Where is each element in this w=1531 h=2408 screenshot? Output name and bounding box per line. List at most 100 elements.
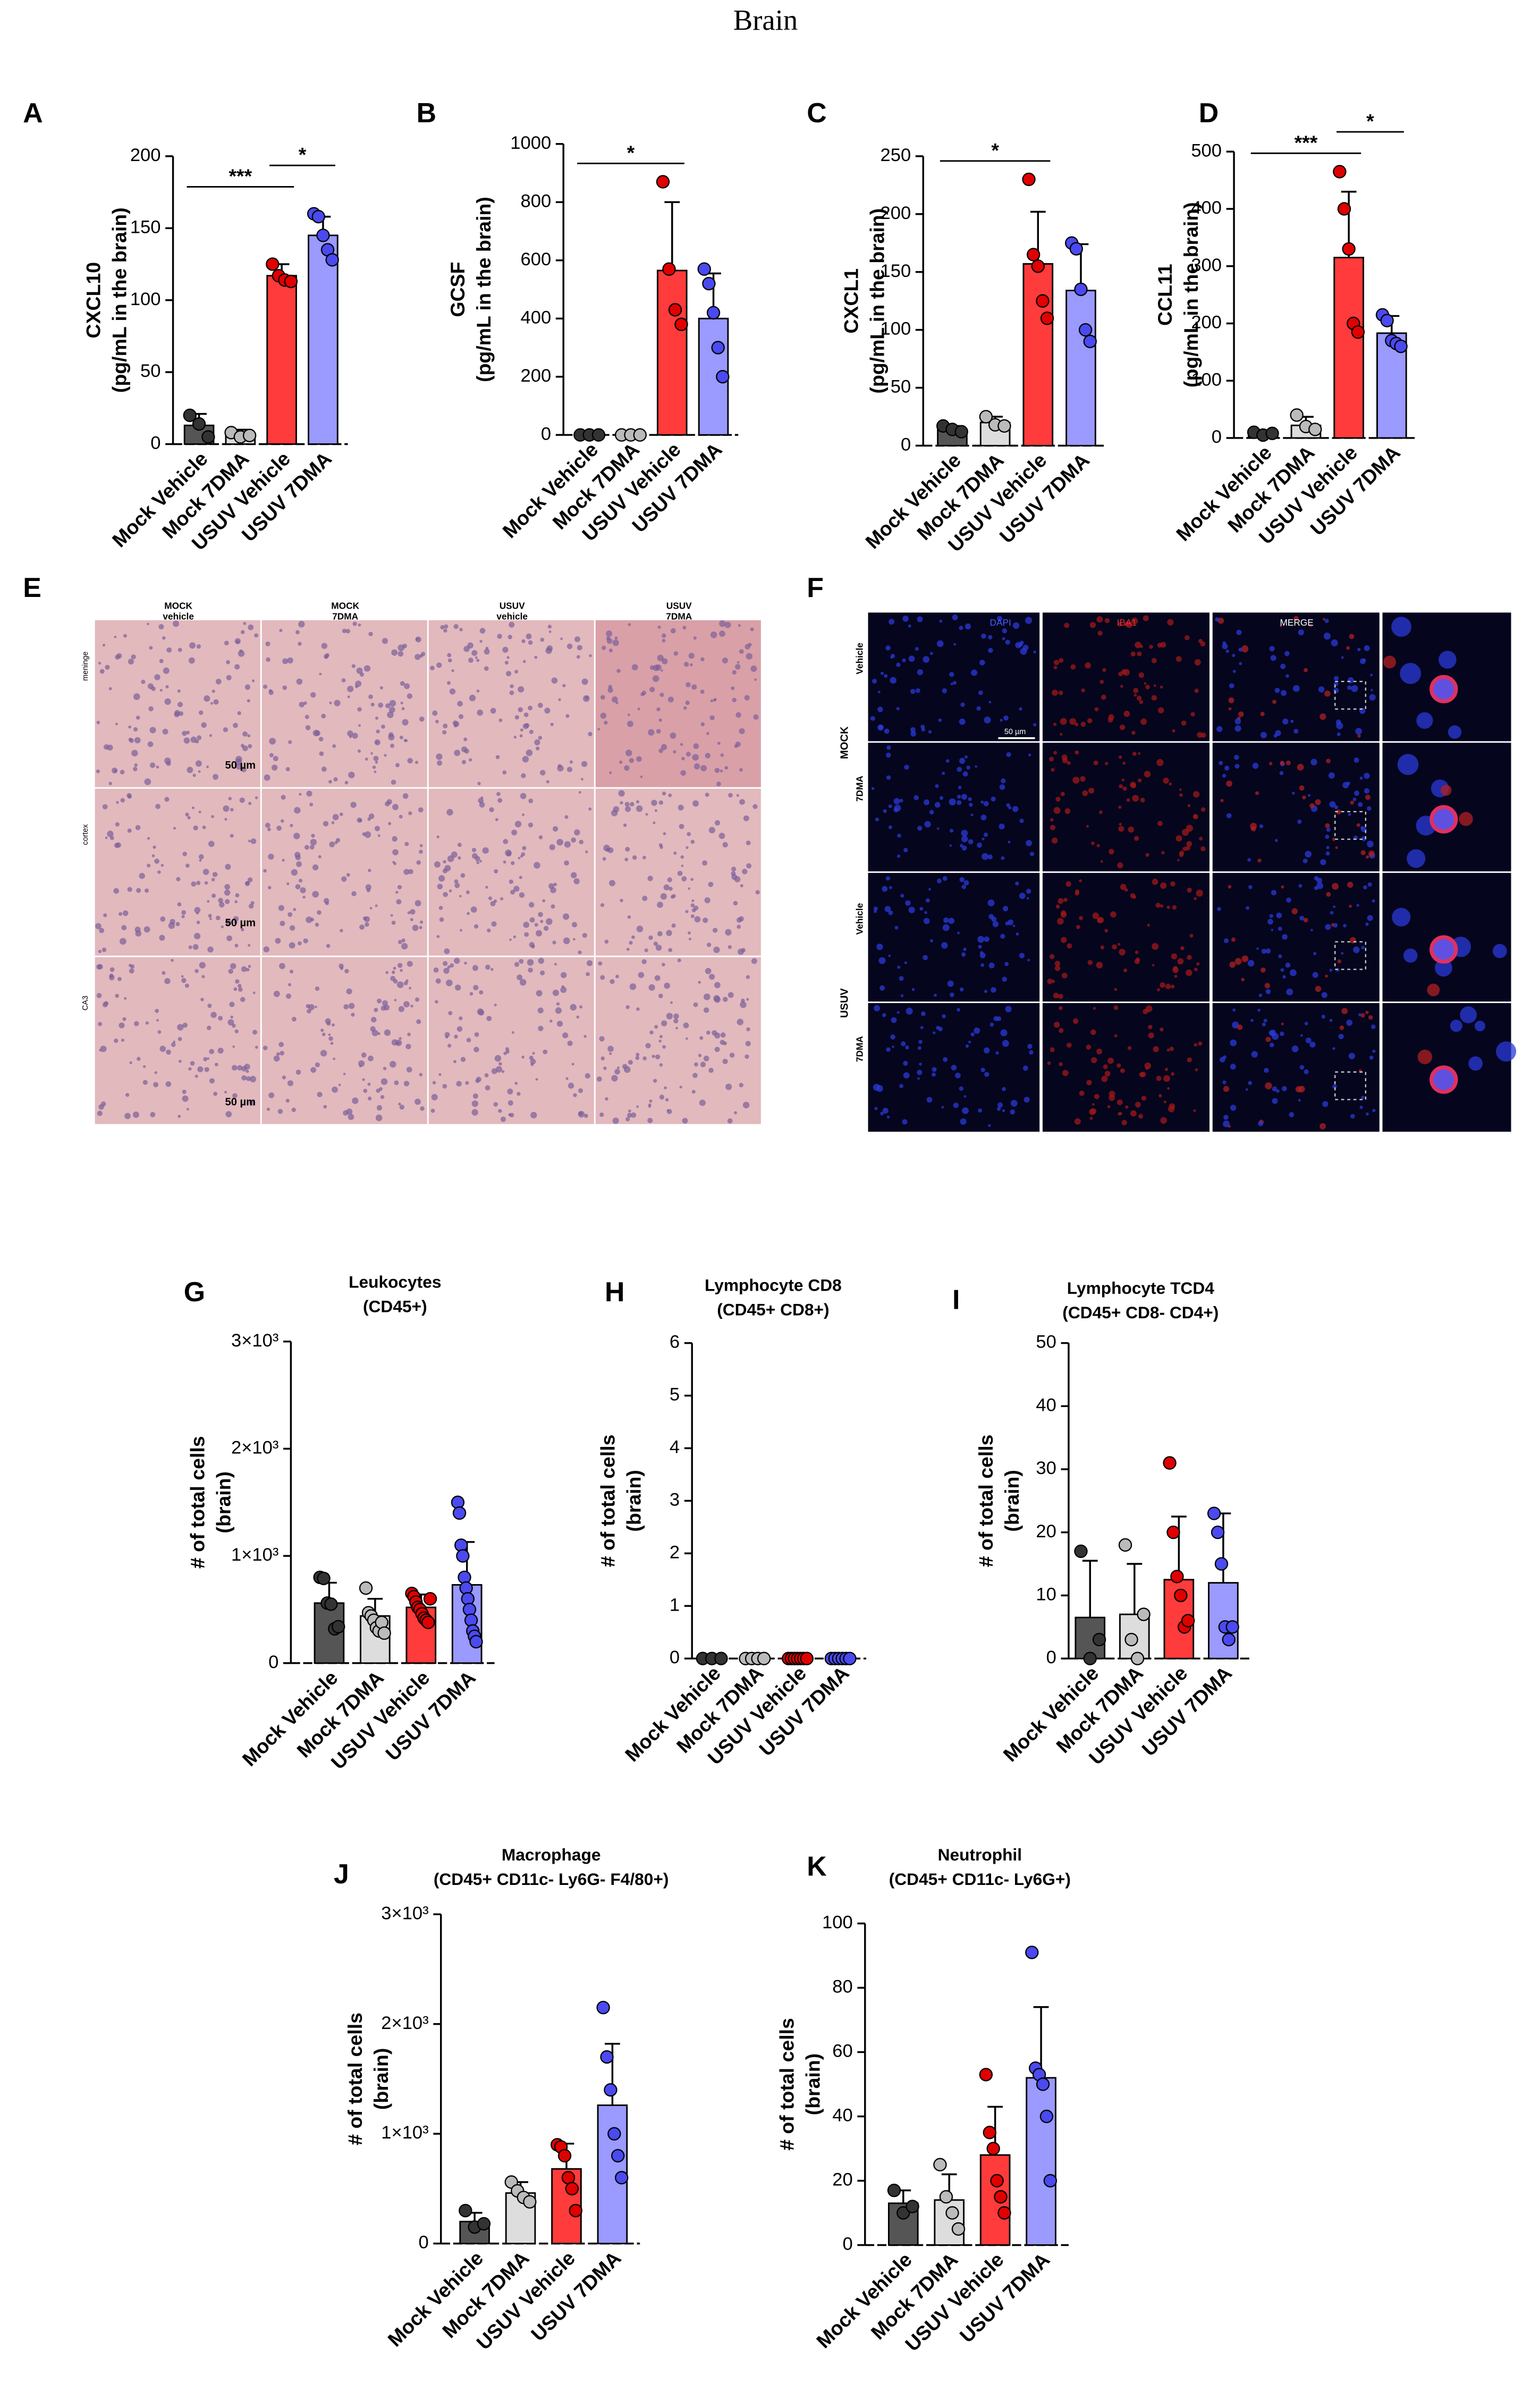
- y-tick-label: 150: [130, 217, 161, 237]
- nucleus: [317, 1091, 323, 1098]
- cell: [902, 616, 909, 622]
- nucleus: [129, 1061, 132, 1064]
- nucleus: [310, 1067, 317, 1073]
- nucleus: [448, 658, 452, 663]
- nucleus: [354, 685, 359, 688]
- nucleus: [159, 688, 163, 692]
- nucleus: [97, 964, 103, 970]
- cell: [1055, 904, 1060, 909]
- data-point: [1163, 1456, 1177, 1470]
- cell: [1168, 1106, 1175, 1113]
- nucleus: [507, 1088, 513, 1094]
- cell: [1222, 641, 1227, 645]
- nucleus: [586, 972, 590, 976]
- cell: [1297, 763, 1304, 771]
- nucleus: [573, 878, 580, 885]
- cell: [1050, 818, 1054, 822]
- micrograph: [868, 612, 1040, 742]
- cell-zoom: [1430, 1065, 1458, 1094]
- cell: [959, 757, 966, 764]
- cell: [1241, 955, 1249, 963]
- cell: [1200, 846, 1206, 852]
- cell: [1000, 1029, 1008, 1037]
- cell: [1163, 1100, 1166, 1104]
- y-axis-label: (brain): [370, 2048, 392, 2110]
- cell: [943, 917, 949, 923]
- nucleus: [649, 687, 655, 693]
- nucleus: [196, 921, 200, 924]
- cell: [1047, 1061, 1051, 1065]
- scale-label: 50 µm: [225, 760, 256, 771]
- cell: [1356, 823, 1360, 827]
- y-tick-label: 1×10³: [231, 1545, 278, 1565]
- cell: [1112, 944, 1117, 950]
- nucleus: [188, 945, 192, 949]
- cell: [1131, 617, 1138, 625]
- cell: [1320, 859, 1326, 865]
- micrograph: [1212, 873, 1380, 1002]
- cell: [1053, 751, 1058, 755]
- nucleus: [224, 884, 231, 890]
- nucleus: [746, 653, 752, 660]
- cell: [1136, 695, 1142, 701]
- cell: [1299, 785, 1305, 791]
- nucleus: [657, 931, 663, 937]
- zoom-box: [1334, 811, 1366, 840]
- cell: [1289, 969, 1297, 976]
- nucleus: [107, 744, 113, 751]
- cell: [1367, 840, 1374, 848]
- cell: [987, 899, 995, 907]
- nucleus: [445, 1035, 449, 1039]
- nucleus: [442, 868, 448, 874]
- nucleus: [312, 864, 319, 871]
- nucleus: [641, 959, 647, 964]
- cell: [1358, 1013, 1361, 1016]
- nucleus: [534, 739, 540, 746]
- y-tick-label: 300: [1191, 255, 1222, 275]
- nucleus: [401, 938, 405, 942]
- nucleus: [344, 781, 349, 785]
- cell: [1151, 695, 1157, 701]
- cell: [1179, 788, 1182, 791]
- nucleus: [535, 1078, 538, 1081]
- cell: [892, 1045, 894, 1048]
- cell: [942, 771, 945, 775]
- cell: [913, 795, 919, 801]
- cell: [1074, 1118, 1081, 1125]
- nucleus: [372, 765, 376, 769]
- data-point: [266, 257, 280, 271]
- nucleus: [514, 670, 519, 674]
- cell: [1174, 974, 1178, 978]
- nucleus: [560, 637, 563, 641]
- nucleus: [670, 732, 676, 739]
- data-point: [983, 2126, 996, 2140]
- nucleus: [521, 852, 526, 856]
- nucleus: [357, 749, 361, 753]
- cell: [1002, 1109, 1005, 1113]
- cell: [923, 955, 928, 961]
- data-point: [1025, 1946, 1039, 1959]
- nucleus: [548, 883, 554, 889]
- cell: [1331, 923, 1335, 927]
- nucleus: [376, 1105, 383, 1111]
- nucleus: [154, 674, 160, 680]
- nucleus: [459, 895, 462, 898]
- cell: [1365, 794, 1371, 800]
- nucleus: [713, 946, 720, 953]
- cell: [1049, 954, 1055, 959]
- cell: [1064, 622, 1070, 628]
- nucleus: [649, 1099, 653, 1103]
- data-point: [201, 430, 215, 444]
- nucleus: [149, 646, 153, 650]
- nucleus: [536, 990, 543, 997]
- nucleus: [628, 1109, 631, 1113]
- nucleus: [666, 1109, 670, 1112]
- nucleus: [519, 892, 525, 898]
- nucleus: [401, 942, 408, 950]
- nucleus: [528, 902, 535, 908]
- cell: [1367, 915, 1373, 921]
- nucleus: [147, 741, 154, 747]
- nucleus: [549, 1020, 553, 1023]
- nucleus: [656, 707, 661, 712]
- nucleus: [203, 1057, 208, 1062]
